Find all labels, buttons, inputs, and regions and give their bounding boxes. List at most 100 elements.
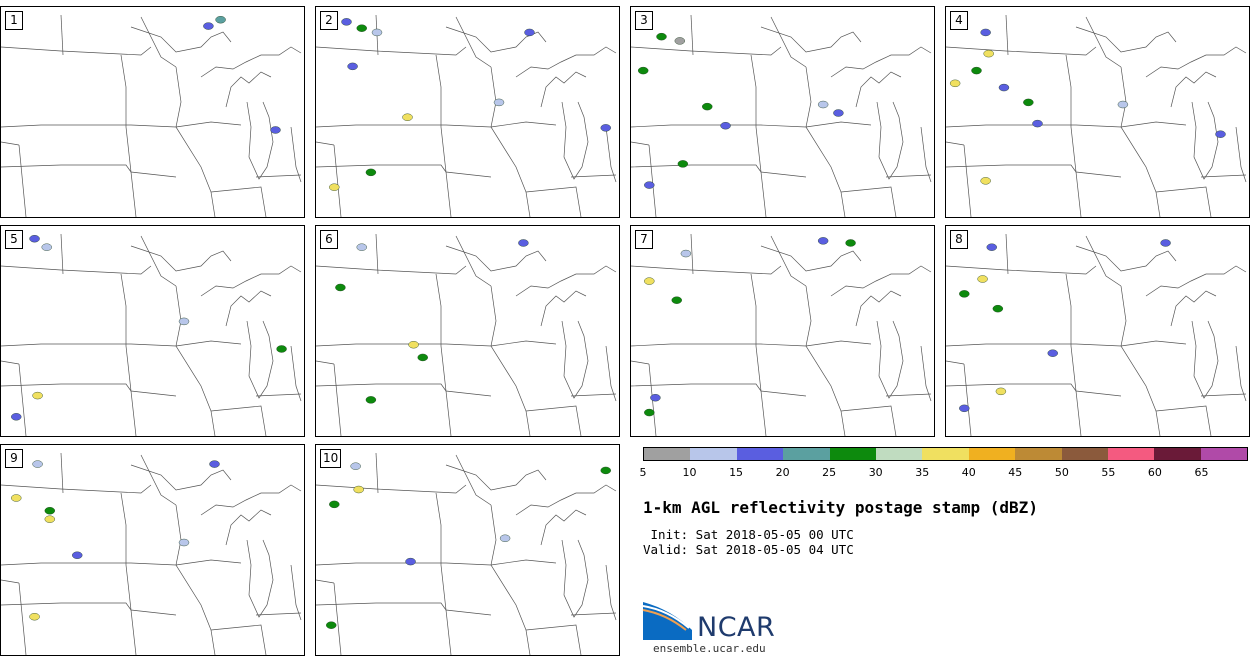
map-boundary-line: [1075, 245, 1177, 272]
reflectivity-echo: [959, 404, 970, 413]
reflectivity-echo: [674, 37, 685, 45]
reflectivity-echo: [677, 160, 689, 168]
map-boundary-line: [946, 124, 1122, 128]
map-boundary-line: [1, 562, 177, 566]
map-boundary-line: [1200, 393, 1247, 397]
reflectivity-echo: [493, 98, 505, 107]
map-boundary-line: [540, 71, 587, 108]
map-boundary-line: [316, 360, 335, 365]
map-boundary-line: [946, 265, 1097, 275]
colorbar-tick-label: 35: [915, 466, 930, 479]
map-boundary-line: [690, 233, 694, 275]
member-map: [1, 452, 302, 655]
map-boundary-line: [805, 66, 846, 217]
map-boundary-line: [1145, 265, 1247, 297]
plot-title: 1-km AGL reflectivity postage stamp (dBZ…: [643, 498, 1038, 517]
reflectivity-echo: [644, 408, 655, 417]
reflectivity-echo: [600, 466, 611, 475]
member-number-label: 1: [5, 11, 23, 30]
map-boundary-line: [631, 360, 650, 365]
map-boundary-line: [175, 121, 242, 128]
reflectivity-echo: [845, 239, 856, 247]
map-boundary-line: [631, 343, 807, 347]
map-boundary-line: [946, 343, 1122, 347]
map-boundary-line: [120, 54, 137, 217]
map-boundary-line: [246, 101, 274, 180]
map-boundary-line: [1, 265, 152, 275]
colorbar-swatch: [783, 448, 830, 460]
colorbar-swatch: [644, 448, 691, 460]
map-boundary-line: [445, 464, 547, 491]
reflectivity-echo: [41, 243, 52, 251]
reflectivity-echo: [326, 621, 337, 629]
map-boundary-line: [540, 509, 587, 546]
reflectivity-echo: [32, 391, 43, 400]
map-boundary-line: [840, 405, 897, 436]
reflectivity-echo: [1032, 119, 1043, 128]
map-boundary-line: [1075, 26, 1177, 53]
map-boundary-line: [605, 564, 617, 621]
member-number-label: 4: [950, 11, 968, 30]
reflectivity-echo: [72, 551, 83, 559]
reflectivity-echo: [833, 109, 844, 117]
map-boundary-line: [1005, 14, 1009, 56]
map-boundary-line: [140, 454, 177, 506]
colorbar-tick-label: 50: [1054, 466, 1069, 479]
colorbar-tick-label: 15: [729, 466, 744, 479]
reflectivity-echo: [650, 394, 661, 402]
map-boundary-line: [770, 16, 807, 68]
map-boundary-line: [375, 452, 379, 494]
colorbar-tick-label: 10: [682, 466, 697, 479]
member-map: [631, 233, 932, 436]
reflectivity-echo: [203, 22, 214, 30]
map-boundary-line: [1, 46, 152, 56]
map-boundary-line: [130, 26, 232, 53]
reflectivity-echo: [329, 183, 340, 191]
map-boundary-line: [210, 624, 267, 655]
map-boundary-line: [316, 141, 335, 146]
map-boundary-line: [561, 539, 589, 618]
member-number-label: 6: [320, 230, 338, 249]
reflectivity-echo: [817, 100, 829, 109]
ensemble-member-panel-10: 10: [315, 444, 620, 656]
map-boundary-line: [1085, 16, 1122, 68]
map-boundary-line: [631, 141, 650, 146]
reflectivity-echo: [680, 249, 692, 258]
map-boundary-line: [805, 285, 846, 436]
map-boundary-line: [290, 564, 302, 621]
map-boundary-line: [855, 71, 902, 108]
map-boundary-line: [963, 363, 972, 436]
map-boundary-line: [490, 340, 557, 347]
map-boundary-line: [1, 579, 20, 584]
map-boundary-line: [200, 265, 302, 297]
map-boundary-line: [830, 265, 932, 297]
map-boundary-line: [1065, 273, 1082, 436]
colorbar-tick-label: 30: [868, 466, 883, 479]
reflectivity-echo: [949, 79, 961, 88]
map-boundary-line: [605, 345, 617, 402]
reflectivity-echo: [995, 387, 1007, 396]
map-boundary-line: [175, 504, 216, 655]
reflectivity-echo: [656, 32, 667, 41]
map-boundary-line: [690, 14, 694, 56]
map-boundary-line: [246, 539, 274, 618]
colorbar-tick-label: 60: [1147, 466, 1162, 479]
map-boundary-line: [1, 343, 177, 347]
colorbar-swatch: [829, 448, 876, 460]
map-boundary-line: [316, 265, 467, 275]
map-boundary-line: [631, 46, 782, 56]
map-boundary-line: [946, 46, 1097, 56]
ensemble-member-panel-5: 5: [0, 225, 305, 437]
map-boundary-line: [525, 405, 582, 436]
map-boundary-line: [1120, 66, 1161, 217]
map-boundary-line: [130, 464, 232, 491]
reflectivity-echo: [518, 239, 529, 247]
ensemble-member-panel-8: 8: [945, 225, 1250, 437]
map-boundary-line: [1, 141, 20, 146]
map-boundary-line: [316, 562, 492, 566]
map-boundary-line: [570, 612, 617, 616]
reflectivity-echo: [335, 283, 346, 292]
map-boundary-line: [60, 233, 64, 275]
colorbar-swatch: [1107, 448, 1155, 460]
reflectivity-echo: [365, 168, 377, 177]
